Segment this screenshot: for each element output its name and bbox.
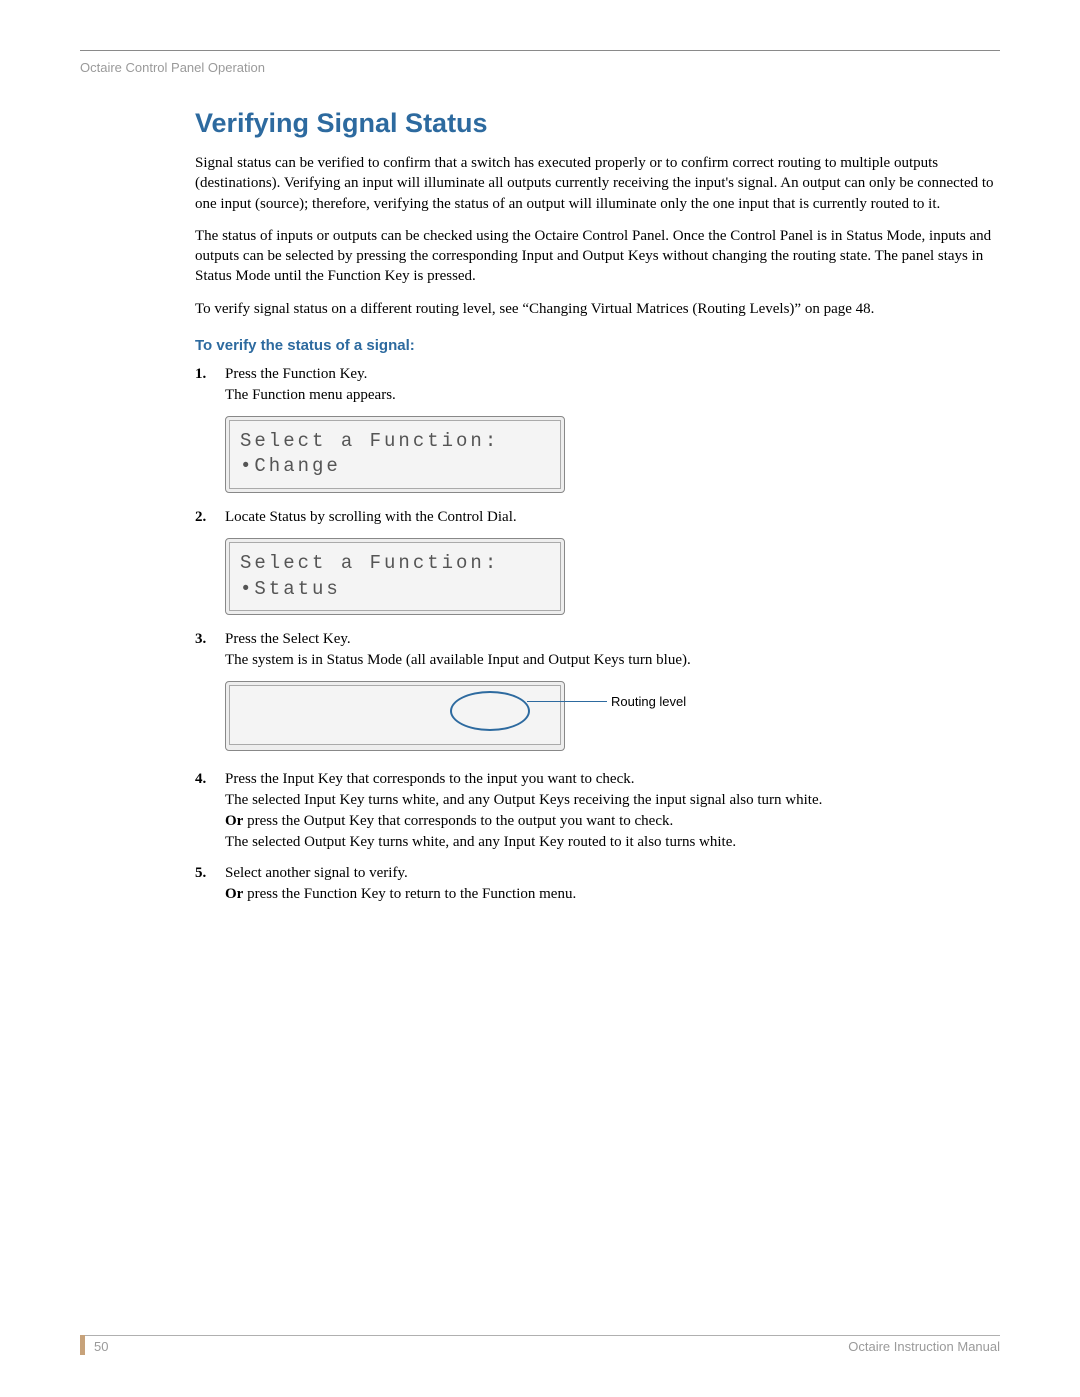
step-text: Press the Function Key. [225, 364, 1015, 385]
lcd-row: Select a Function: [240, 551, 550, 577]
page-title: Verifying Signal Status [195, 108, 1015, 139]
step-number: 3. [195, 629, 206, 650]
paragraph: The status of inputs or outputs can be c… [195, 226, 1015, 287]
callout-label: Routing level [611, 693, 686, 711]
lcd-display: Select a Function: •Status [225, 538, 565, 615]
page-number: 50 [94, 1339, 108, 1354]
step-5: 5. Select another signal to verify. Or p… [195, 863, 1015, 905]
paragraph: To verify signal status on a different r… [195, 299, 1015, 319]
footer-accent-bar [80, 1335, 85, 1355]
footer-rule [80, 1335, 1000, 1336]
footer: 50 Octaire Instruction Manual [80, 1335, 1000, 1357]
manual-name: Octaire Instruction Manual [848, 1339, 1000, 1354]
paragraph: Signal status can be verified to confirm… [195, 153, 1015, 214]
step-text: Press the Input Key that corresponds to … [225, 769, 1015, 790]
step-3: 3. Press the Select Key. The system is i… [195, 629, 1015, 751]
step-text: Press the Select Key. [225, 629, 1015, 650]
step-number: 5. [195, 863, 206, 884]
lcd-row: •Status [240, 577, 550, 603]
callout-line [527, 701, 607, 702]
lcd-callout-wrap: Routing level [225, 681, 565, 751]
step-text: The selected Output Key turns white, and… [225, 832, 1015, 853]
step-number: 4. [195, 769, 206, 790]
step-2: 2. Locate Status by scrolling with the C… [195, 507, 1015, 615]
running-head: Octaire Control Panel Operation [80, 60, 265, 75]
lcd-row: •Change [240, 454, 550, 480]
page: Octaire Control Panel Operation Verifyin… [0, 0, 1080, 1397]
step-text: Select another signal to verify. [225, 863, 1015, 884]
top-rule [80, 50, 1000, 51]
lcd-display: Select a Function: •Change [225, 416, 565, 493]
step-text: Locate Status by scrolling with the Cont… [225, 507, 1015, 528]
step-number: 2. [195, 507, 206, 528]
step-text: Or press the Output Key that corresponds… [225, 811, 1015, 832]
step-text: Or press the Function Key to return to t… [225, 884, 1015, 905]
step-text: The selected Input Key turns white, and … [225, 790, 1015, 811]
steps-list: 1. Press the Function Key. The Function … [195, 364, 1015, 906]
step-1: 1. Press the Function Key. The Function … [195, 364, 1015, 493]
step-number: 1. [195, 364, 206, 385]
subhead: To verify the status of a signal: [195, 337, 1015, 354]
step-4: 4. Press the Input Key that corresponds … [195, 769, 1015, 853]
lcd-row: Select a Function: [240, 429, 550, 455]
step-text: The system is in Status Mode (all availa… [225, 650, 1015, 671]
step-text: The Function menu appears. [225, 385, 1015, 406]
content-area: Verifying Signal Status Signal status ca… [195, 108, 1015, 915]
